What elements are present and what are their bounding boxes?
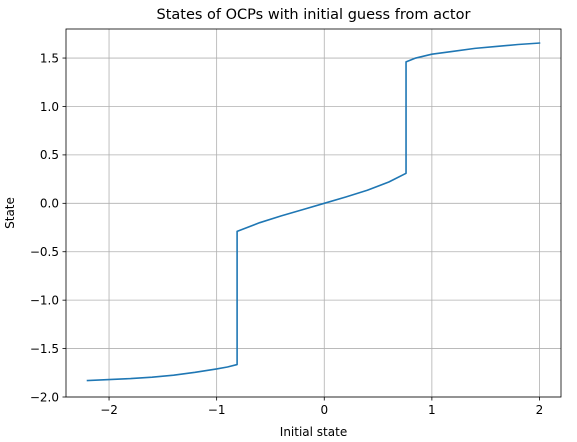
y-tick-label: 0.0 <box>40 197 59 211</box>
x-tick-label: −1 <box>208 403 226 417</box>
plot-frame <box>65 28 562 398</box>
x-tick-label: 2 <box>536 403 544 417</box>
y-tick-label: −0.5 <box>30 245 59 259</box>
axis-ticks: −2 −1 0 1 2 −2.0 −1.5 −1.0 −0.5 0.0 0.5 1.0 1.5 <box>30 51 543 417</box>
y-tick-label: 0.5 <box>40 148 59 162</box>
series-line-0 <box>86 42 541 382</box>
y-axis-label: State <box>3 197 17 229</box>
series-lines <box>86 42 541 382</box>
chart-title: States of OCPs with initial guess from a… <box>157 7 471 23</box>
y-tick-label: −1.0 <box>30 293 59 307</box>
x-tick-label: 0 <box>320 403 328 417</box>
y-tick-label: 1.0 <box>40 100 59 114</box>
x-tick-label: 1 <box>428 403 436 417</box>
y-tick-label: −1.5 <box>30 342 59 356</box>
y-tick-label: 1.5 <box>40 51 59 65</box>
y-tick-label: −2.0 <box>30 390 59 404</box>
x-tick-label: −2 <box>100 403 118 417</box>
x-axis-label: Initial state <box>280 425 347 439</box>
